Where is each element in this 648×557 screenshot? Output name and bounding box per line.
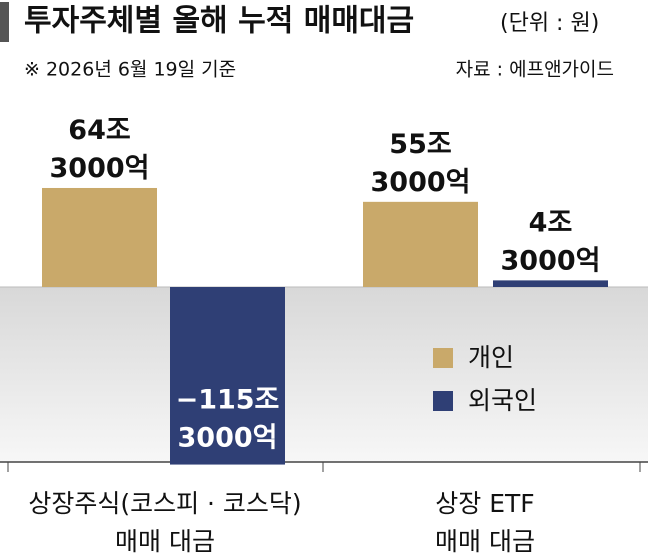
value-label: −115조 3000억 (176, 384, 280, 453)
chart-title: 투자주체별 올해 누적 매매대금 (24, 4, 414, 39)
bar (493, 280, 608, 287)
negative-area (0, 287, 648, 462)
value-label: 4조 3000억 (501, 207, 601, 276)
source: 자료 : 에프앤가이드 (456, 59, 614, 81)
bar (170, 287, 285, 465)
subtitle: (단위 : 원) (500, 11, 599, 36)
legend-label: 외국인 (468, 386, 537, 415)
bar (42, 187, 157, 287)
title-marker (0, 2, 9, 42)
value-label: 55조 3000억 (371, 128, 471, 197)
legend-swatch (433, 391, 453, 411)
legend-label: 개인 (468, 343, 514, 372)
bar (363, 201, 478, 287)
legend-swatch (433, 348, 453, 368)
x-tick-label: 상장 ETF 매매 대금 (435, 489, 535, 556)
x-tick-label: 상장주식(코스피 · 코스닥) 매매 대금 (28, 489, 301, 556)
note: ※ 2026년 6월 19일 기준 (24, 59, 236, 81)
value-label: 64조 3000억 (50, 114, 150, 183)
